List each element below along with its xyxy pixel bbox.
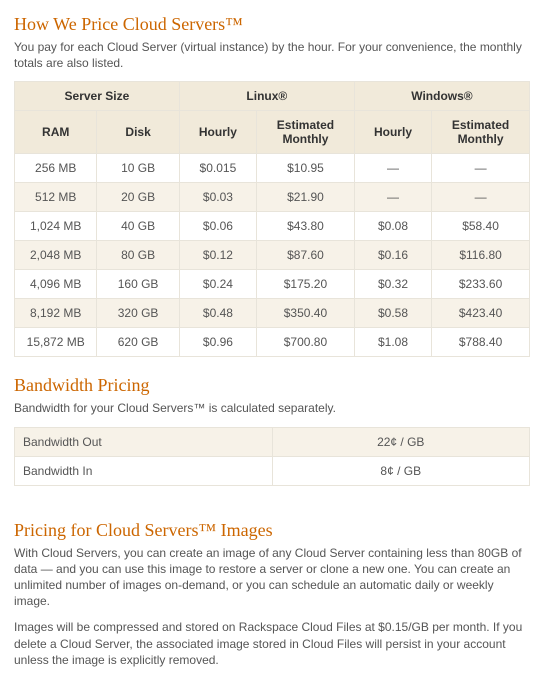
col-group-windows: Windows® — [354, 82, 529, 111]
cell-win-hourly: $1.08 — [354, 328, 431, 357]
cell-win-monthly: $116.80 — [432, 241, 530, 270]
bandwidth-intro: Bandwidth for your Cloud Servers™ is cal… — [14, 400, 530, 416]
server-pricing-table: Server Size Linux® Windows® RAM Disk Hou… — [14, 81, 530, 357]
cell-disk: 20 GB — [97, 183, 179, 212]
col-win-hourly: Hourly — [354, 111, 431, 154]
table-row: 8,192 MB320 GB$0.48$350.40$0.58$423.40 — [15, 299, 530, 328]
cell-ram: 4,096 MB — [15, 270, 97, 299]
cell-ram: 15,872 MB — [15, 328, 97, 357]
cell-win-hourly: $0.32 — [354, 270, 431, 299]
cell-win-monthly: — — [432, 154, 530, 183]
col-group-size: Server Size — [15, 82, 180, 111]
table-row: 256 MB10 GB$0.015$10.95—— — [15, 154, 530, 183]
cell-linux-hourly: $0.12 — [179, 241, 256, 270]
table-row: 15,872 MB620 GB$0.96$700.80$1.08$788.40 — [15, 328, 530, 357]
bw-label: Bandwidth In — [15, 456, 273, 485]
bw-label: Bandwidth Out — [15, 427, 273, 456]
col-win-monthly: Estimated Monthly — [432, 111, 530, 154]
bw-value: 8¢ / GB — [272, 456, 530, 485]
cell-linux-monthly: $700.80 — [257, 328, 355, 357]
table-row: Bandwidth Out22¢ / GB — [15, 427, 530, 456]
cell-linux-monthly: $87.60 — [257, 241, 355, 270]
cell-ram: 512 MB — [15, 183, 97, 212]
table-row: 512 MB20 GB$0.03$21.90—— — [15, 183, 530, 212]
cell-win-hourly: $0.08 — [354, 212, 431, 241]
cell-disk: 160 GB — [97, 270, 179, 299]
cell-linux-monthly: $175.20 — [257, 270, 355, 299]
col-linux-hourly: Hourly — [179, 111, 256, 154]
cell-linux-monthly: $21.90 — [257, 183, 355, 212]
col-group-linux: Linux® — [179, 82, 354, 111]
table-row: Bandwidth In8¢ / GB — [15, 456, 530, 485]
server-pricing-heading: How We Price Cloud Servers™ — [14, 14, 530, 35]
cell-win-monthly: $58.40 — [432, 212, 530, 241]
cell-ram: 1,024 MB — [15, 212, 97, 241]
cell-win-monthly: $233.60 — [432, 270, 530, 299]
cell-win-monthly: — — [432, 183, 530, 212]
bandwidth-heading: Bandwidth Pricing — [14, 375, 530, 396]
cell-ram: 2,048 MB — [15, 241, 97, 270]
cell-ram: 8,192 MB — [15, 299, 97, 328]
cell-linux-hourly: $0.03 — [179, 183, 256, 212]
images-para1: With Cloud Servers, you can create an im… — [14, 545, 530, 610]
cell-linux-hourly: $0.24 — [179, 270, 256, 299]
images-heading: Pricing for Cloud Servers™ Images — [14, 520, 530, 541]
cell-win-monthly: $788.40 — [432, 328, 530, 357]
cell-linux-monthly: $43.80 — [257, 212, 355, 241]
cell-disk: 620 GB — [97, 328, 179, 357]
col-ram: RAM — [15, 111, 97, 154]
table-row: 4,096 MB160 GB$0.24$175.20$0.32$233.60 — [15, 270, 530, 299]
server-pricing-intro: You pay for each Cloud Server (virtual i… — [14, 39, 530, 71]
cell-linux-hourly: $0.06 — [179, 212, 256, 241]
cell-disk: 40 GB — [97, 212, 179, 241]
cell-disk: 80 GB — [97, 241, 179, 270]
cell-linux-hourly: $0.015 — [179, 154, 256, 183]
cell-linux-hourly: $0.48 — [179, 299, 256, 328]
bandwidth-table: Bandwidth Out22¢ / GBBandwidth In8¢ / GB — [14, 427, 530, 486]
cell-disk: 320 GB — [97, 299, 179, 328]
cell-win-monthly: $423.40 — [432, 299, 530, 328]
cell-disk: 10 GB — [97, 154, 179, 183]
cell-linux-monthly: $350.40 — [257, 299, 355, 328]
table-row: 1,024 MB40 GB$0.06$43.80$0.08$58.40 — [15, 212, 530, 241]
col-disk: Disk — [97, 111, 179, 154]
cell-linux-monthly: $10.95 — [257, 154, 355, 183]
cell-win-hourly: — — [354, 154, 431, 183]
table-group-header-row: Server Size Linux® Windows® — [15, 82, 530, 111]
images-para2: Images will be compressed and stored on … — [14, 619, 530, 668]
bw-value: 22¢ / GB — [272, 427, 530, 456]
cell-linux-hourly: $0.96 — [179, 328, 256, 357]
cell-win-hourly: $0.16 — [354, 241, 431, 270]
cell-win-hourly: — — [354, 183, 431, 212]
cell-ram: 256 MB — [15, 154, 97, 183]
table-row: 2,048 MB80 GB$0.12$87.60$0.16$116.80 — [15, 241, 530, 270]
table-col-header-row: RAM Disk Hourly Estimated Monthly Hourly… — [15, 111, 530, 154]
col-linux-monthly: Estimated Monthly — [257, 111, 355, 154]
cell-win-hourly: $0.58 — [354, 299, 431, 328]
